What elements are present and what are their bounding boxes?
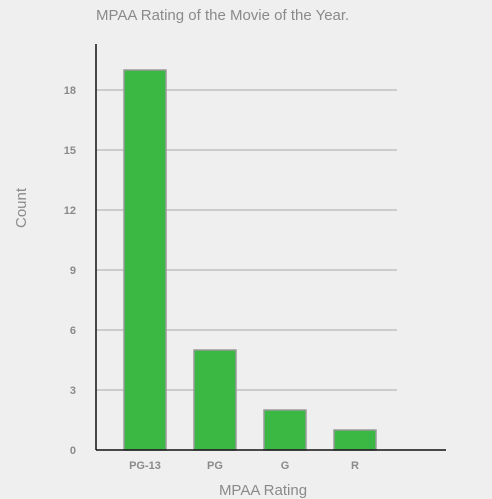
y-tick-label: 3 [70,385,76,397]
y-tick-label: 9 [70,265,76,277]
y-tick-label: 12 [64,205,76,217]
bar-pg [193,349,237,451]
x-tick-label: G [281,460,290,472]
chart-title: MPAA Rating of the Movie of the Year. [96,7,349,24]
bar-pg-13 [123,69,167,451]
x-tick-label: PG-13 [129,460,161,472]
y-tick-label: 15 [64,145,76,157]
y-tick-label: 6 [70,325,76,337]
x-tick-label: R [351,460,359,472]
bar-g [263,409,307,451]
x-tick-labels: PG-13 PG G R [129,460,359,472]
bars [123,69,377,451]
x-tick-label: PG [207,460,223,472]
y-tick-labels: 0 3 6 9 12 15 18 [64,85,76,457]
y-tick-label: 18 [64,85,76,97]
y-axis-label: Count [13,187,30,228]
y-tick-label: 0 [70,445,76,457]
x-axis-label: MPAA Rating [219,482,307,499]
bar-r [333,429,377,451]
